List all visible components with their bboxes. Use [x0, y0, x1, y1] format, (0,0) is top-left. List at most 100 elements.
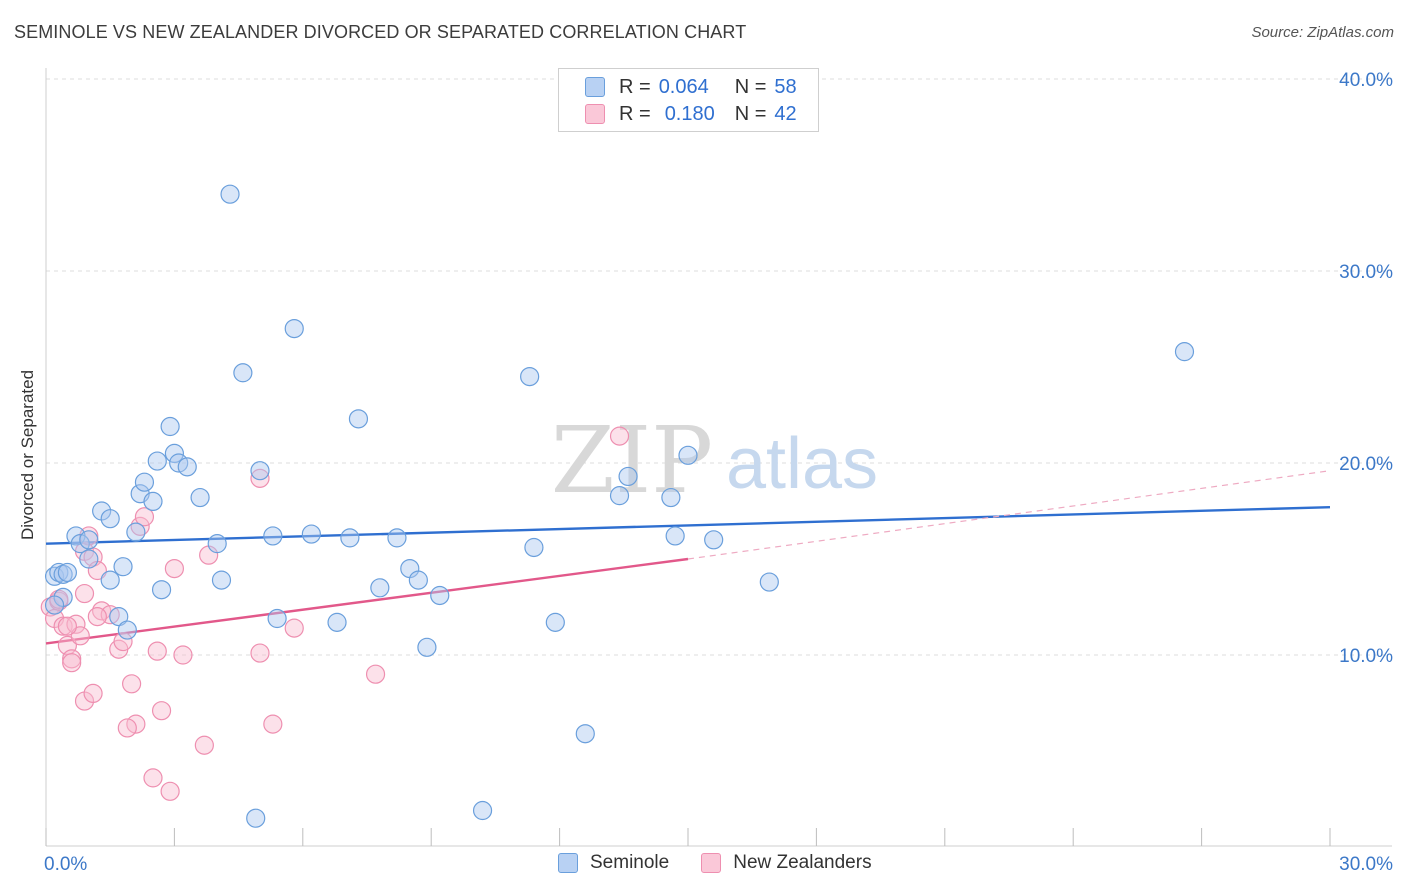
new-zealanders-point — [62, 653, 82, 673]
new-zealanders-point — [83, 683, 103, 704]
legend-row-new-zealanders: R = 0.180 N = 42 — [585, 101, 797, 127]
new-zealanders-point — [160, 781, 180, 801]
new-zealanders-swatch — [585, 104, 605, 124]
new-zealanders-trend-line — [45, 557, 689, 645]
seminole-point — [233, 363, 253, 383]
seminole-point — [759, 572, 779, 592]
seminole-point — [524, 537, 544, 558]
seminole-point — [143, 491, 163, 511]
new-zealanders-point — [365, 664, 386, 684]
new-zealanders-point — [151, 701, 172, 721]
new-zealanders-point — [70, 626, 90, 646]
seminole-point — [164, 443, 184, 463]
seminole-swatch — [585, 77, 605, 97]
seminole-point — [100, 570, 120, 590]
legend-r-label: R = — [619, 75, 651, 98]
seminole-point — [387, 528, 407, 548]
seminole-point — [575, 724, 595, 744]
watermark-atlas: atlas — [726, 424, 878, 504]
seminole-point — [327, 612, 347, 632]
legend-box: R = 0.064 N = 58 R = 0.180 N = 42 — [558, 68, 819, 132]
seminole-swatch — [558, 853, 578, 873]
seminole-point — [618, 466, 638, 487]
seminole-point — [263, 526, 283, 546]
new-zealanders-point — [134, 507, 155, 527]
x-tick-label: 0.0% — [44, 854, 87, 875]
seminole-point — [267, 608, 287, 629]
chart-title: SEMINOLE VS NEW ZEALANDER DIVORCED OR SE… — [14, 22, 747, 42]
seminole-point — [177, 457, 197, 477]
legend-r-value: 0.064 — [658, 75, 709, 98]
seminole-point — [609, 486, 630, 506]
legend-r-label: R = — [619, 102, 651, 125]
bottom-legend-new-zealanders: New Zealanders — [701, 852, 872, 874]
new-zealanders-trend-extension — [687, 470, 1331, 560]
seminole-point — [417, 637, 437, 657]
seminole-point — [340, 528, 360, 548]
new-zealanders-point — [173, 645, 193, 665]
seminole-point — [370, 578, 390, 598]
watermark-zip: ZIP — [551, 407, 713, 514]
new-zealanders-point — [113, 631, 133, 652]
new-zealanders-point — [57, 616, 78, 636]
seminole-point — [160, 416, 180, 437]
new-zealanders-point — [194, 735, 214, 755]
y-tick-label: 10.0% — [1339, 646, 1393, 667]
legend-n-value: 42 — [774, 102, 797, 125]
seminole-point — [284, 319, 304, 339]
seminole-point — [134, 472, 155, 492]
seminole-point — [661, 487, 681, 508]
bottom-legend: Seminole New Zealanders — [558, 852, 904, 874]
new-zealanders-point — [609, 426, 630, 446]
seminole-point — [79, 549, 99, 569]
seminole-point — [348, 409, 369, 429]
bottom-legend-new-zealanders-label: New Zealanders — [733, 852, 872, 873]
new-zealanders-swatch — [701, 853, 722, 873]
seminole-point — [220, 184, 240, 204]
seminole-point — [44, 595, 65, 615]
seminole-point — [117, 620, 137, 640]
tick-labels: 10.0% 20.0% 30.0% 40.0% 0.0% 30.0% — [44, 70, 1393, 875]
points-new-zealanders — [40, 426, 630, 801]
new-zealanders-point — [164, 558, 184, 579]
seminole-point — [1174, 342, 1195, 362]
seminole-point — [545, 612, 565, 632]
seminole-trend-line — [45, 505, 1331, 545]
new-zealanders-point — [117, 718, 137, 738]
new-zealanders-point — [143, 768, 163, 788]
y-tick-label: 20.0% — [1339, 454, 1393, 475]
seminole-point — [665, 526, 685, 546]
bottom-legend-seminole: Seminole — [558, 852, 669, 874]
new-zealanders-point — [263, 714, 283, 734]
new-zealanders-point — [250, 468, 270, 488]
legend-n-value: 58 — [774, 75, 797, 98]
points-seminole — [44, 184, 1195, 828]
seminole-point — [109, 606, 129, 627]
legend-n-label: N = — [734, 75, 767, 98]
bottom-legend-seminole-label: Seminole — [590, 852, 670, 873]
seminole-point — [678, 445, 698, 465]
legend-row-seminole: R = 0.064 N = 58 — [585, 74, 797, 100]
seminole-point — [147, 451, 167, 471]
seminole-point — [301, 524, 321, 544]
seminole-point — [190, 487, 210, 508]
new-zealanders-point — [87, 606, 107, 627]
watermark: ZIP atlas — [551, 407, 878, 514]
new-zealanders-point — [122, 674, 142, 694]
seminole-point — [211, 570, 232, 590]
x-tick-label: 30.0% — [1339, 854, 1393, 875]
new-zealanders-point — [284, 618, 304, 638]
seminole-point — [520, 367, 540, 387]
seminole-point — [246, 808, 266, 828]
legend-n-label: N = — [734, 102, 767, 125]
seminole-point — [100, 509, 120, 529]
seminole-point — [79, 530, 99, 550]
legend-r-value: 0.180 — [664, 102, 715, 125]
seminole-point — [126, 522, 146, 542]
seminole-point — [408, 570, 428, 590]
axes — [45, 68, 1392, 847]
seminole-point — [472, 800, 493, 821]
new-zealanders-point — [147, 641, 167, 661]
seminole-point — [207, 534, 227, 554]
